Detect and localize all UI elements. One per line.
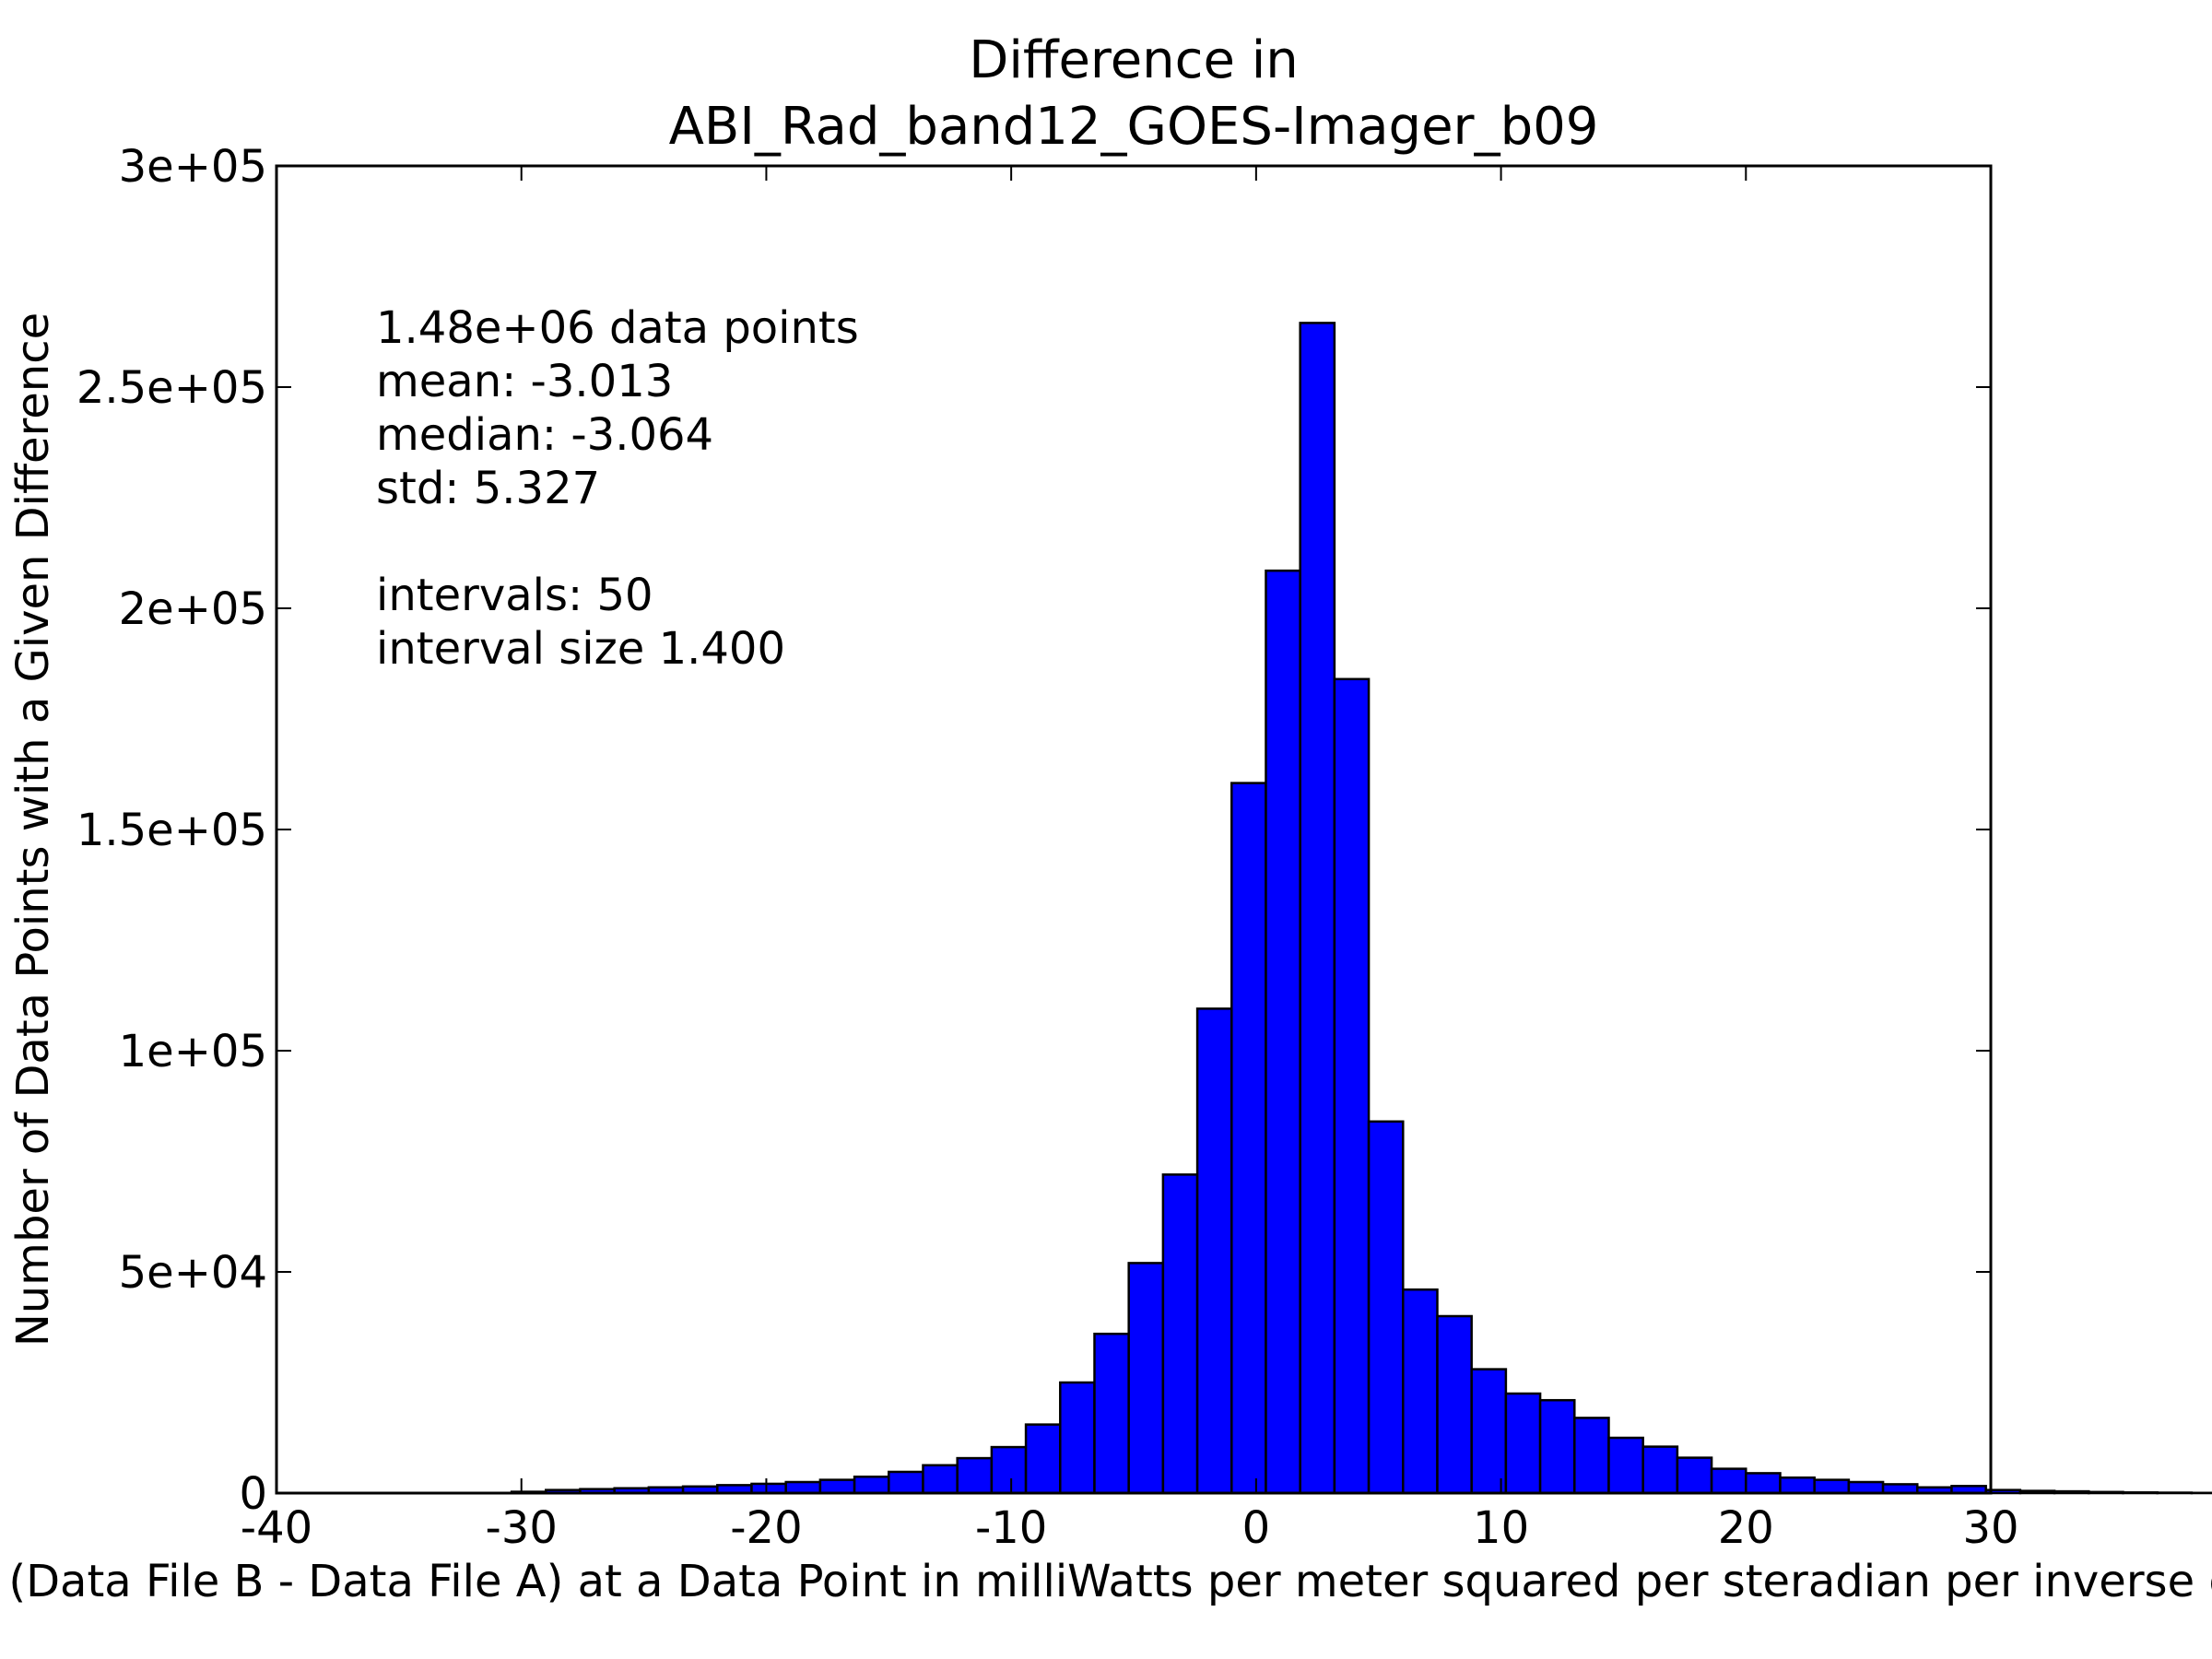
- histogram-bar: [922, 1464, 959, 1495]
- histogram-bar: [956, 1456, 994, 1495]
- y-tick-label: 0: [239, 1468, 267, 1520]
- histogram-bar: [1402, 1288, 1439, 1495]
- histogram-bar: [1573, 1417, 1610, 1495]
- x-tick-label: 10: [1473, 1502, 1529, 1554]
- annotation-line: interval size 1.400: [376, 623, 785, 675]
- histogram-bar: [818, 1478, 856, 1495]
- histogram-bar: [1059, 1381, 1096, 1495]
- histogram-bar: [1504, 1392, 1542, 1495]
- x-tick-label: -40: [241, 1502, 312, 1554]
- histogram-bar: [784, 1480, 822, 1495]
- annotation-line: 1.48e+06 data points: [376, 302, 859, 354]
- chart-title-line2: ABI_Rad_band12_GOES-Imager_b09: [669, 97, 1599, 157]
- histogram-bar: [1676, 1456, 1713, 1495]
- histogram-bar: [1230, 782, 1267, 1495]
- y-tick-label: 1.5e+05: [76, 805, 267, 856]
- histogram-bar: [1093, 1332, 1130, 1495]
- annotation-line: mean: -3.013: [376, 356, 673, 407]
- y-tick-label: 2.5e+05: [76, 362, 267, 414]
- histogram-bar: [2122, 1491, 2159, 1495]
- histogram-bar: [1641, 1445, 1679, 1495]
- histogram-bar: [1779, 1476, 1816, 1495]
- x-tick-label: -30: [486, 1502, 558, 1554]
- histogram-bar: [2018, 1489, 2056, 1495]
- histogram-bar: [1161, 1173, 1199, 1495]
- histogram-bar: [1195, 1007, 1233, 1495]
- x-tick-label: 20: [1718, 1502, 1774, 1554]
- x-tick-label: 30: [1962, 1502, 2018, 1554]
- histogram-bar: [853, 1475, 890, 1495]
- x-axis-label: Value of (Data File B - Data File A) at …: [0, 1556, 2212, 1607]
- histogram-bar: [1710, 1467, 1747, 1495]
- y-axis-label: Number of Data Points with a Given Diffe…: [7, 312, 59, 1347]
- histogram-bar: [2088, 1490, 2124, 1495]
- y-tick-label: 1e+05: [119, 1026, 267, 1077]
- x-tick-label: -10: [975, 1502, 1047, 1554]
- y-tick-label: 5e+04: [119, 1247, 267, 1299]
- histogram-bar: [1813, 1478, 1851, 1495]
- histogram-bar: [1299, 322, 1336, 1495]
- plot-frame: [275, 164, 1993, 1495]
- x-tick-label: 0: [1242, 1502, 1271, 1554]
- histogram-bar: [1847, 1480, 1885, 1495]
- annotation-line: std: 5.327: [376, 463, 600, 514]
- histogram-bars: [510, 322, 2212, 1495]
- histogram-bar: [1367, 1120, 1405, 1495]
- y-tick-label: 2e+05: [119, 583, 267, 635]
- annotation-line: intervals: 50: [376, 570, 653, 621]
- histogram-bar: [1745, 1472, 1782, 1495]
- axis-ticks: -40 -30 -20 -10 0 10 20 30 0 5e+04 1e+05 1.5e+05 2e+…: [76, 141, 2019, 1554]
- x-tick-label: -20: [730, 1502, 802, 1554]
- annotation-line: median: -3.064: [376, 409, 713, 461]
- histogram-bar: [2053, 1489, 2090, 1495]
- histogram-bar: [1333, 677, 1371, 1495]
- histogram-bar: [1470, 1368, 1508, 1495]
- histogram-bar: [1265, 569, 1301, 1495]
- histogram-bar: [1436, 1314, 1473, 1495]
- histogram-bar: [750, 1482, 787, 1495]
- chart-title-line1: Difference in: [969, 30, 1299, 90]
- histogram-bar: [1024, 1423, 1062, 1495]
- y-tick-label: 3e+05: [119, 141, 267, 193]
- histogram-bar: [888, 1470, 924, 1495]
- histogram-bar: [1538, 1398, 1576, 1495]
- histogram-bar: [990, 1445, 1028, 1495]
- histogram-bar: [1607, 1436, 1644, 1495]
- histogram-bar: [1127, 1262, 1165, 1495]
